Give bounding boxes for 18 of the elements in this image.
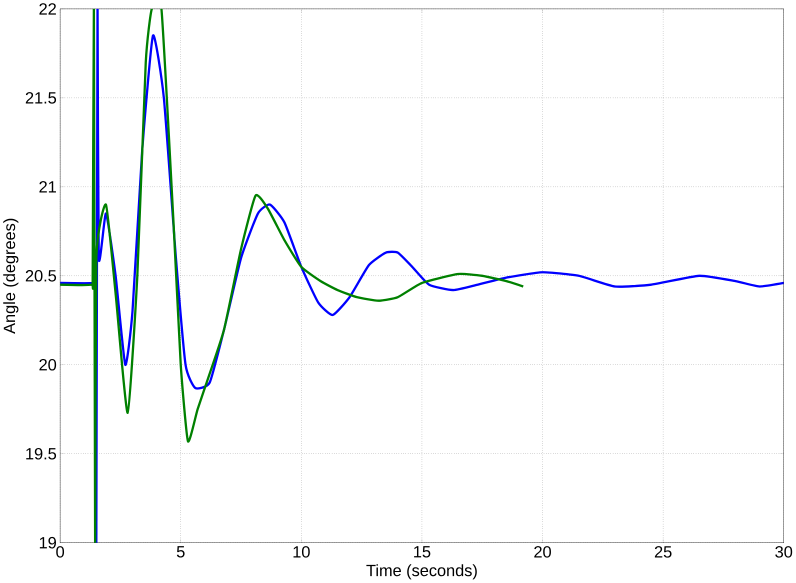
y-tick-label: 22 [39, 3, 56, 15]
y-tick-label: 20.5 [26, 270, 56, 282]
x-tick-label: 0 [56, 546, 64, 558]
y-tick-label: 19 [40, 537, 56, 549]
x-tick-label: 30 [775, 546, 792, 558]
x-tick-label: 10 [294, 546, 310, 558]
y-tick-label: 19.5 [26, 448, 56, 460]
x-axis-title: Time (seconds) [366, 564, 477, 580]
y-tick-label: 21.5 [26, 92, 56, 104]
y-tick-label: 20 [39, 359, 56, 371]
y-axis-title: Angle (degrees) [3, 218, 18, 334]
x-tick-label: 20 [534, 546, 551, 558]
line-series [60, 9, 524, 543]
y-tick-label: 21 [39, 181, 56, 193]
x-tick-label: 25 [654, 546, 672, 558]
x-tick-label: 5 [176, 546, 185, 558]
line-series [60, 9, 784, 543]
x-tick-label: 15 [414, 546, 430, 558]
